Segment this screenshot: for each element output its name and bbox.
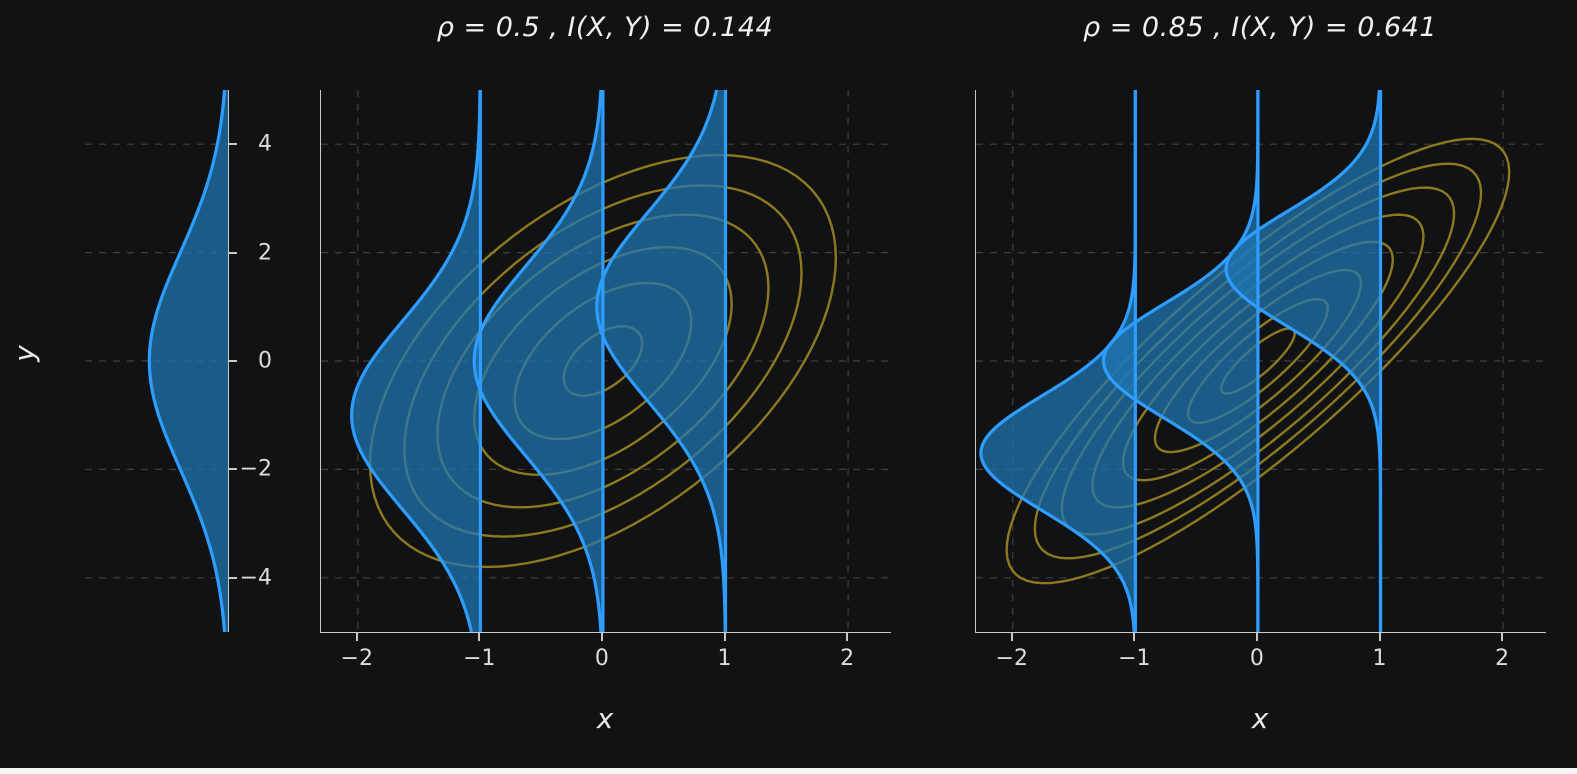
- left-x-tick-marks: [320, 633, 890, 641]
- x-tick-mark: [1255, 633, 1258, 641]
- x-tick-mark: [600, 633, 603, 641]
- y-tick-label: −4: [239, 565, 272, 591]
- right-plot-panel: [975, 89, 1546, 633]
- conditional-density-curve: [472, 89, 603, 633]
- x-tick-label: −1: [1118, 646, 1151, 671]
- y-tick-label: 0: [258, 348, 272, 374]
- x-tick-mark: [1501, 633, 1504, 641]
- y-tick-label: −2: [239, 456, 272, 482]
- y-tick-labels: −4 −2 0 2 4: [238, 90, 272, 632]
- right-x-tick-labels: −2 −1 0 1 2: [975, 646, 1545, 674]
- x-tick-mark: [478, 633, 481, 641]
- marginal-density-curve: [147, 89, 227, 633]
- y-tick-mark: [229, 251, 237, 254]
- x-tick-label: 1: [1372, 646, 1387, 671]
- left-x-tick-labels: −2 −1 0 1 2: [320, 646, 890, 674]
- conditional-density-fill: [474, 90, 603, 632]
- y-tick-label: 2: [258, 240, 272, 266]
- conditional-density-curve: [1224, 89, 1383, 632]
- conditional-density-fill: [351, 90, 481, 632]
- right-plot-canvas: [976, 89, 1546, 633]
- x-tick-label: −2: [340, 646, 373, 671]
- x-tick-label: 2: [840, 646, 855, 671]
- marginal-density-canvas: [85, 89, 228, 633]
- x-tick-mark: [1133, 633, 1136, 641]
- conditional-density-curve: [1101, 90, 1260, 632]
- x-tick-mark: [1010, 633, 1013, 641]
- x-tick-label: −2: [995, 646, 1028, 671]
- y-axis-label: y: [7, 345, 41, 362]
- x-tick-mark: [355, 633, 358, 641]
- y-tick-mark: [229, 360, 237, 362]
- bottom-strip: [0, 768, 1577, 774]
- marginal-density-fill: [149, 90, 228, 632]
- right-plot-title: ρ = 0.85 , I(X, Y) = 0.641: [1082, 12, 1438, 43]
- conditional-density-fill: [1226, 90, 1381, 632]
- left-plot-title: ρ = 0.5 , I(X, Y) = 0.144: [436, 12, 774, 43]
- right-x-tick-marks: [975, 633, 1545, 641]
- left-plot-panel: [320, 89, 891, 633]
- conditional-density-fill: [596, 90, 726, 632]
- right-x-axis-label: x: [1251, 702, 1269, 735]
- conditional-density-curve: [350, 89, 482, 633]
- conditional-density-curve: [979, 90, 1137, 633]
- x-tick-label: −1: [463, 646, 496, 671]
- y-tick-mark: [229, 468, 237, 471]
- x-tick-label: 0: [1249, 646, 1264, 671]
- x-tick-label: 0: [594, 646, 609, 671]
- x-tick-label: 2: [1495, 646, 1510, 671]
- marginal-density-panel: [85, 89, 229, 633]
- x-tick-mark: [723, 633, 726, 641]
- conditional-density-fill: [1103, 90, 1258, 632]
- x-tick-mark: [846, 633, 849, 641]
- y-tick-marks: [229, 90, 237, 632]
- conditional-density-fill: [980, 90, 1136, 632]
- y-tick-mark: [229, 576, 237, 579]
- left-plot-canvas: [321, 89, 891, 633]
- x-tick-label: 1: [717, 646, 732, 671]
- conditional-density-curve: [595, 89, 727, 633]
- left-x-axis-label: x: [596, 702, 614, 735]
- y-tick-mark: [229, 143, 237, 146]
- y-tick-label: 4: [258, 131, 272, 157]
- x-tick-mark: [1378, 633, 1381, 641]
